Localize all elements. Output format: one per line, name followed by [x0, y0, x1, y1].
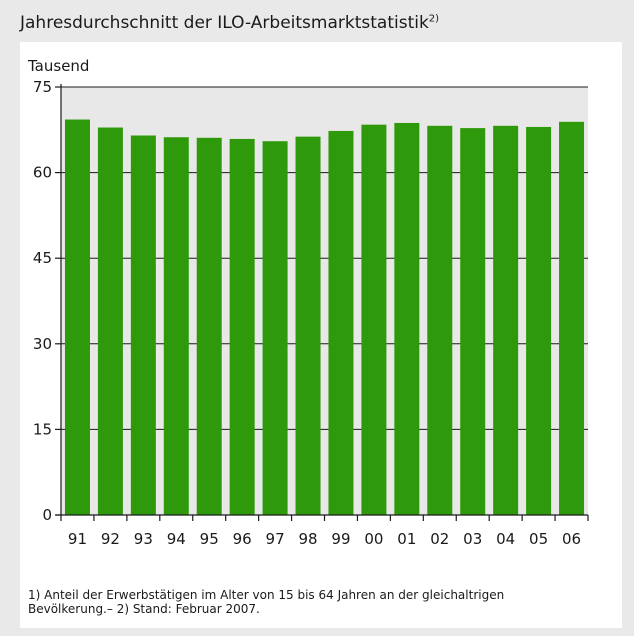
x-tick-label-02: 02	[430, 530, 449, 548]
x-tick-label-98: 98	[298, 530, 317, 548]
y-axis-unit-label: Tausend	[28, 57, 90, 75]
y-tick-label: 0	[42, 506, 52, 524]
chart-title-text: Jahresdurchschnitt der ILO-Arbeitsmarkts…	[20, 13, 429, 33]
x-tick-label-05: 05	[529, 530, 548, 548]
bar-05	[526, 126, 552, 516]
y-tick-label: 75	[33, 78, 52, 96]
x-tick-label-96: 96	[233, 530, 252, 548]
x-tick-label-93: 93	[134, 530, 153, 548]
chart-title: Jahresdurchschnitt der ILO-Arbeitsmarkts…	[20, 13, 439, 33]
y-tick-label: 60	[33, 164, 52, 182]
y-tick-label: 45	[33, 249, 52, 267]
bar-91	[64, 119, 90, 515]
bar-06	[559, 121, 585, 515]
bar-97	[262, 141, 288, 516]
bar-98	[295, 136, 321, 515]
x-tick-label-91: 91	[68, 530, 87, 548]
footnote-line-2: Bevölkerung.– 2) Stand: Februar 2007.	[28, 602, 260, 616]
x-tick-label-01: 01	[397, 530, 416, 548]
y-tick-label: 15	[33, 420, 52, 438]
x-tick-label-97: 97	[266, 530, 285, 548]
bar-92	[97, 127, 123, 515]
x-tick-label-95: 95	[200, 530, 219, 548]
bar-95	[196, 137, 222, 515]
x-tick-label-94: 94	[167, 530, 186, 548]
x-tick-label-99: 99	[331, 530, 350, 548]
footnote: 1) Anteil der Erwerbstätigen im Alter vo…	[28, 588, 608, 616]
y-tick-label: 30	[33, 335, 52, 353]
x-tick-label-92: 92	[101, 530, 120, 548]
x-tick-label-04: 04	[496, 530, 515, 548]
bar-94	[163, 137, 189, 515]
bar-01	[394, 122, 420, 516]
bar-04	[493, 125, 519, 516]
bar-02	[427, 125, 453, 516]
bar-99	[328, 130, 354, 515]
x-tick-label-06: 06	[562, 530, 581, 548]
footnote-line-1: 1) Anteil der Erwerbstätigen im Alter vo…	[28, 588, 505, 602]
x-tick-label-00: 00	[364, 530, 383, 548]
bar-93	[130, 135, 156, 516]
bar-00	[361, 124, 387, 515]
bar-03	[460, 128, 486, 515]
bar-96	[229, 138, 255, 515]
x-tick-label-03: 03	[463, 530, 482, 548]
title-footnote-marker: 2)	[428, 13, 440, 25]
